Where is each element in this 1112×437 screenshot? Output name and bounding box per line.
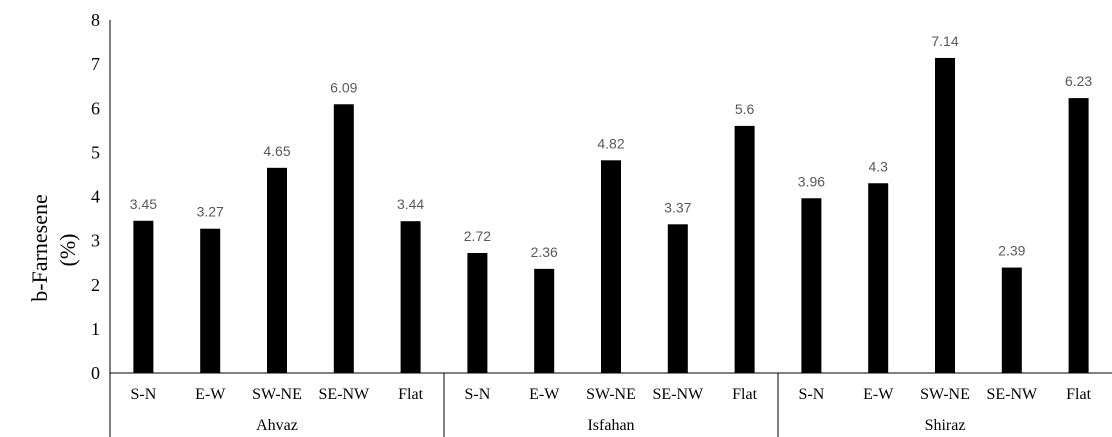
bar	[1068, 98, 1089, 373]
x-tick-label: E-W	[529, 386, 560, 403]
x-tick-label: S-N	[131, 386, 157, 403]
y-tick-label: 3	[91, 231, 100, 251]
data-label: 4.3	[868, 158, 888, 174]
data-label: 4.65	[263, 143, 290, 159]
group-label: Shiraz	[925, 417, 966, 434]
x-tick-label: E-W	[863, 386, 894, 403]
x-axis-category-labels: S-N E-W SW-NE SE-NW Flat S-N E-W SW-NE SE-NW Flat…	[131, 386, 1092, 403]
data-label: 6.23	[1065, 73, 1092, 89]
bar	[801, 198, 822, 373]
y-axis-unit-text: (%)	[55, 234, 80, 267]
bar	[133, 220, 154, 373]
bar	[1001, 267, 1022, 373]
y-tick-label: 5	[91, 142, 100, 162]
data-label: 6.09	[330, 79, 357, 95]
bar	[667, 224, 688, 373]
x-tick-label: SW-NE	[252, 386, 302, 403]
x-axis-group-labels: Ahvaz Isfahan Shiraz	[256, 417, 965, 434]
x-tick-label: Flat	[1066, 386, 1091, 403]
x-tick-label: Flat	[732, 386, 757, 403]
y-tick-label: 7	[91, 54, 100, 74]
bar	[400, 221, 421, 373]
bars	[133, 57, 1089, 374]
data-label: 2.39	[998, 243, 1025, 259]
bar	[935, 57, 955, 373]
x-tick-label: S-N	[799, 386, 825, 403]
x-tick-label: Flat	[398, 386, 423, 403]
x-tick-label: E-W	[195, 386, 226, 403]
x-tick-label: SE-NW	[652, 386, 704, 403]
data-label: 5.6	[735, 101, 755, 117]
bar	[467, 252, 488, 373]
y-axis-ticks: 0 1 2 3 4 5 6 7 8	[91, 10, 100, 383]
x-tick-label: SW-NE	[920, 386, 970, 403]
data-label: 2.72	[464, 228, 491, 244]
data-label: 2.36	[531, 244, 558, 260]
data-label: 3.45	[130, 196, 157, 212]
y-tick-label: 4	[91, 187, 100, 207]
data-label: 3.37	[664, 199, 691, 215]
y-tick-label: 6	[91, 98, 100, 118]
y-tick-label: 1	[91, 319, 100, 339]
bar	[734, 125, 755, 374]
data-label: 4.82	[597, 135, 624, 151]
x-tick-label: SE-NW	[318, 386, 370, 403]
bar	[267, 167, 287, 373]
group-label: Ahvaz	[256, 417, 298, 434]
x-tick-label: SW-NE	[586, 386, 636, 403]
x-tick-label: SE-NW	[986, 386, 1038, 403]
bar	[868, 183, 889, 373]
x-tick-label: S-N	[465, 386, 491, 403]
y-tick-label: 8	[91, 10, 100, 30]
data-label: 3.96	[798, 173, 825, 189]
data-label: 3.27	[197, 204, 224, 220]
group-label: Isfahan	[587, 417, 634, 434]
bar	[333, 104, 354, 373]
y-axis-title-text: b-Farnesene	[27, 194, 52, 302]
data-labels: 3.45 3.27 4.65 6.09 3.44 2.72 2.36 4.82 3.37 5.6 3…	[130, 33, 1093, 260]
y-tick-label: 2	[91, 275, 100, 295]
y-axis-title: b-Farnesene (%)	[27, 194, 80, 302]
bar	[534, 268, 555, 373]
bar	[601, 160, 621, 373]
bar	[200, 228, 221, 373]
data-label: 7.14	[931, 33, 958, 49]
data-label: 3.44	[397, 196, 424, 212]
y-tick-label: 0	[91, 363, 100, 383]
